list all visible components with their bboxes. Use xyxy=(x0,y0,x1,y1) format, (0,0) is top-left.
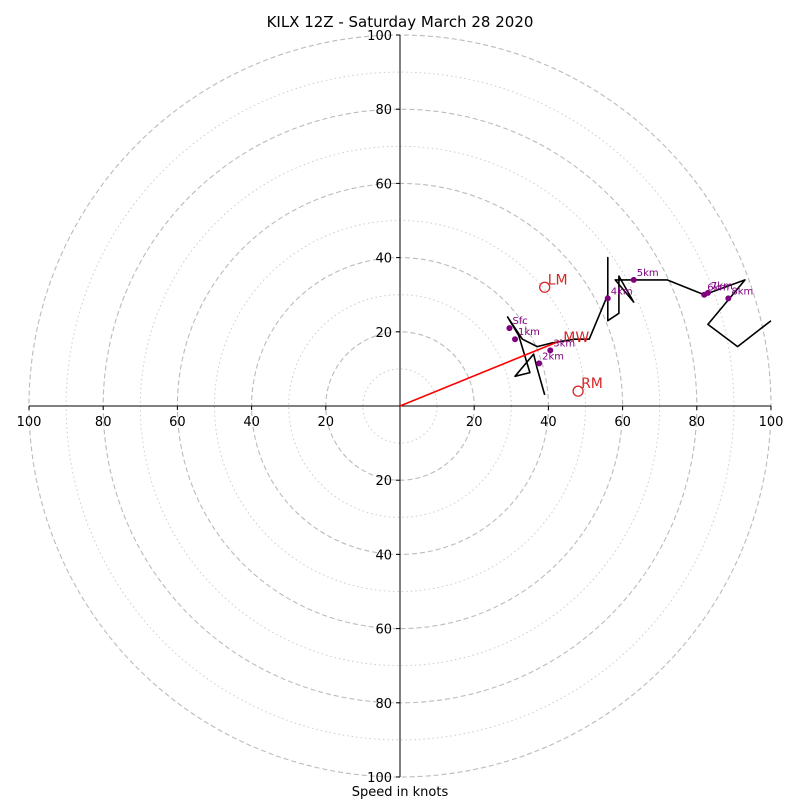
x-tick-label: 40 xyxy=(243,415,260,430)
y-tick-label: 40 xyxy=(375,548,392,563)
height-marker-label: 3km xyxy=(553,338,575,349)
x-tick-label: 80 xyxy=(95,415,112,430)
x-axis-label: Speed in knots xyxy=(352,785,449,800)
shear-vector xyxy=(399,340,560,407)
chart-title: KILX 12Z - Saturday March 28 2020 xyxy=(267,13,534,31)
storm-motion-label: LM xyxy=(548,272,568,288)
height-marker xyxy=(704,289,711,296)
shear-vector-group xyxy=(399,340,560,407)
x-tick-label: 60 xyxy=(169,415,186,430)
height-marker-label: 5km xyxy=(637,268,659,279)
x-tick-label: 100 xyxy=(759,415,784,430)
storm-motion-label: RM xyxy=(581,376,603,392)
y-tick-label: 20 xyxy=(375,326,392,341)
x-tick-label: 60 xyxy=(614,415,631,430)
y-tick-label: 60 xyxy=(375,177,392,192)
x-tick-label: 40 xyxy=(540,415,557,430)
x-tick-label: 80 xyxy=(689,415,706,430)
y-tick-label: 60 xyxy=(375,623,392,638)
height-marker xyxy=(547,347,554,354)
storm-motion-marker xyxy=(572,385,584,397)
height-marker-label: 6km xyxy=(707,283,729,294)
mean-wind-label: MW xyxy=(563,330,589,346)
y-tick-label: 100 xyxy=(367,29,392,44)
height-marker xyxy=(536,360,543,367)
y-tick-label: 80 xyxy=(375,103,392,118)
height-marker-label: 7km xyxy=(711,281,733,292)
storm-motion-marker xyxy=(539,281,551,293)
y-tick-label: 20 xyxy=(375,474,392,489)
height-marker-label: Sfc xyxy=(512,316,527,327)
height-marker xyxy=(725,295,732,302)
x-tick-label: 100 xyxy=(17,415,42,430)
height-marker-label: 8km xyxy=(731,286,753,297)
y-tick-label: 80 xyxy=(375,697,392,712)
axis-ticks: 20 20 20 20 40 40 40 40 60 60 60 60 80 80 80 80 100 100 10… xyxy=(17,29,784,786)
x-tick-label: 20 xyxy=(318,415,335,430)
y-tick-label: 100 xyxy=(367,771,392,786)
y-tick-label: 40 xyxy=(375,252,392,267)
height-marker-label: 2km xyxy=(542,351,564,362)
storm-motion-markers: LM RM MW xyxy=(539,272,603,397)
height-marker xyxy=(604,295,611,302)
height-marker-label: 4km xyxy=(611,286,633,297)
height-marker xyxy=(512,336,519,343)
height-marker xyxy=(506,325,513,332)
x-tick-label: 20 xyxy=(466,415,483,430)
height-marker-label: 1km xyxy=(518,327,540,338)
height-marker xyxy=(630,276,637,283)
